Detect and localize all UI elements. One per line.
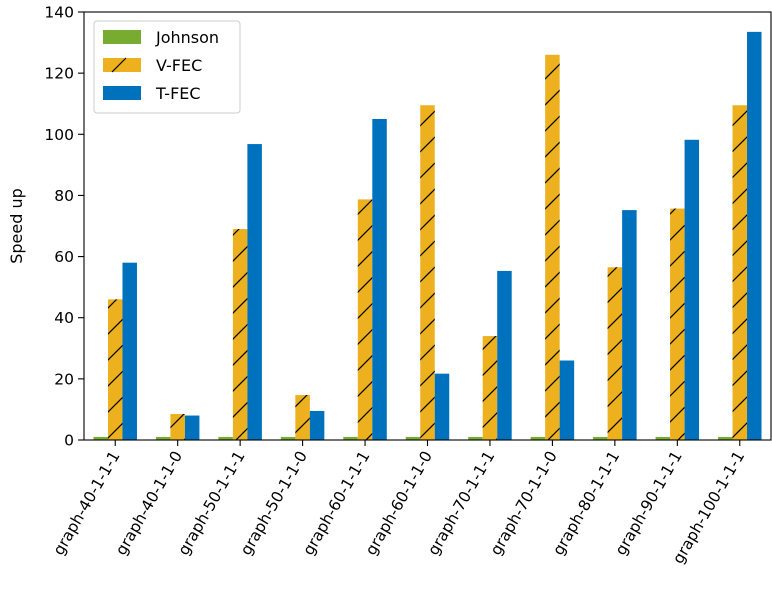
legend-swatch-v-fec [103,58,141,72]
x-tick-label: graph-80-1-1-1 [549,448,623,558]
y-axis-label: Speed up [7,188,26,264]
y-tick-label: 100 [44,126,74,144]
x-tick-label: graph-70-1-1-1 [424,448,498,558]
bar-johnson-3 [218,436,233,440]
y-tick-label: 0 [64,432,74,450]
bar-t-fec-2 [184,415,200,440]
x-tick-label: graph-60-1-1-1 [299,448,373,558]
bar-hatch-v-fec-8 [545,54,560,441]
bar-hatch-v-fec-1 [107,299,123,440]
bar-t-fec-6 [434,373,450,440]
bar-johnson-7 [468,436,483,440]
bar-t-fec-7 [497,270,512,440]
bar-johnson-1 [93,436,108,440]
bar-hatch-v-fec-9 [607,267,623,440]
bar-t-fec-3 [247,144,262,440]
bar-hatch-v-fec-6 [420,105,435,440]
legend-label-v-fec: V-FEC [156,56,202,75]
y-tick-label: 20 [54,370,74,388]
bar-t-fec-8 [559,360,575,440]
bar-hatch-v-fec-5 [357,199,373,440]
bar-johnson-2 [155,436,171,440]
x-tick-label: graph-50-1-1-1 [174,448,248,558]
legend-label-t-fec: T-FEC [155,84,201,103]
bar-t-fec-11 [747,31,762,440]
x-tick-label: graph-60-1-1-0 [362,448,436,558]
bar-johnson-5 [343,436,358,440]
y-tick-label: 140 [44,4,74,22]
bar-t-fec-4 [309,410,325,440]
legend-hatch-v-fec [111,57,127,73]
legend-swatch-t-fec [103,86,141,100]
bar-johnson-11 [718,436,733,440]
bar-johnson-6 [405,436,421,440]
x-tick-label: graph-40-1-1-0 [112,448,186,558]
legend-label-johnson: Johnson [155,28,219,47]
bar-johnson-9 [593,436,608,440]
bar-johnson-8 [530,436,546,440]
bar-hatch-v-fec-7 [482,336,498,440]
y-tick-label: 80 [54,187,74,205]
x-tick-label: graph-100-1-1-1 [669,448,748,567]
bar-t-fec-9 [622,210,637,440]
x-tick-label: graph-50-1-1-0 [237,448,311,558]
legend-swatch-johnson [103,30,141,44]
bar-t-fec-10 [684,139,700,440]
x-tick-label: graph-90-1-1-1 [612,448,686,558]
x-tick-label: graph-40-1-1-1 [50,448,124,558]
x-tick-label: graph-70-1-1-0 [487,448,561,558]
bar-t-fec-5 [372,119,387,440]
bar-hatch-v-fec-3 [232,229,248,440]
bar-t-fec-1 [122,262,137,440]
y-tick-label: 60 [54,248,74,266]
y-tick-label: 40 [54,309,74,327]
legend: Johnson V-FEC T-FEC [93,20,241,114]
y-tick-label: 120 [44,65,74,83]
bar-hatch-v-fec-10 [670,208,685,440]
bar-johnson-4 [280,436,296,440]
bar-hatch-v-fec-11 [732,105,748,440]
bar-hatch-v-fec-4 [295,395,310,440]
bar-johnson-10 [655,436,671,440]
bar-hatch-v-fec-2 [170,414,185,440]
bars-layer [93,31,762,441]
